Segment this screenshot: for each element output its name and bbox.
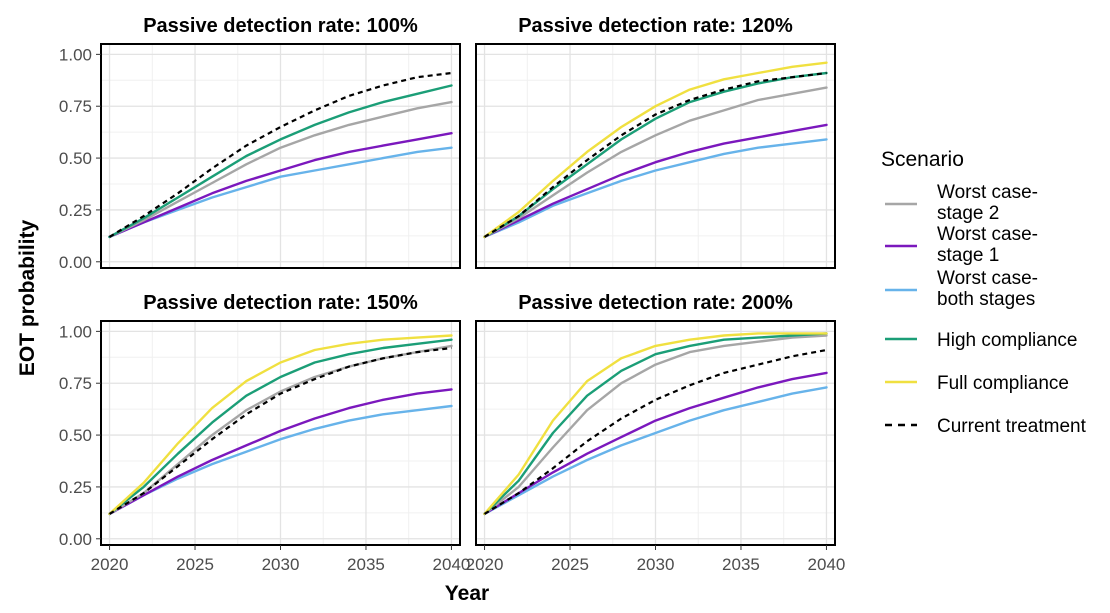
series-line-wc2: [108, 100, 453, 239]
legend-label: Full compliance: [937, 373, 1069, 394]
legend-item-full: Full compliance: [885, 373, 1069, 394]
panel-title: Passive detection rate: 200%: [518, 292, 793, 314]
series-line-high: [483, 71, 828, 239]
series-line-wc2: [483, 86, 828, 239]
y-tick-label: 1.00: [59, 45, 92, 64]
panel-4: Passive detection rate: 200% 2020 2025 2030…: [466, 292, 846, 574]
series-line-high: [108, 84, 453, 239]
panel-1: Passive detection rate: 100% 0.00 0.25 0.50…: [59, 15, 461, 272]
series-line-wc1: [483, 371, 828, 516]
x-tick-label: 2025: [551, 555, 589, 574]
x-tick-label: 2030: [637, 555, 675, 574]
series-line-full: [483, 61, 828, 239]
y-axis-label: EOT probability: [16, 220, 39, 377]
legend-item-wc2: Worst case-stage 2: [885, 182, 1038, 224]
y-tick-label: 0.00: [59, 530, 92, 549]
x-tick-label: 2025: [176, 555, 214, 574]
legend-label: Current treatment: [937, 416, 1087, 437]
legend-label: High compliance: [937, 330, 1077, 351]
x-tick-label: 2040: [808, 555, 846, 574]
series-line-wcb: [108, 146, 453, 239]
x-tick-label: 2035: [347, 555, 385, 574]
series-line-wc2: [108, 344, 453, 516]
legend-item-cur: Current treatment: [885, 416, 1087, 437]
y-tick-label: 0.25: [59, 478, 92, 497]
x-axis-label: Year: [445, 582, 489, 605]
panel-2: Passive detection rate: 120%: [475, 15, 836, 269]
x-tick-label: 2035: [722, 555, 760, 574]
y-tick-label: 0.50: [59, 149, 92, 168]
series-line-full: [108, 334, 453, 516]
legend-item-wcb: Worst case-both stages: [885, 268, 1038, 310]
legend-item-high: High compliance: [885, 330, 1077, 351]
legend-item-wc1: Worst case-stage 1: [885, 224, 1038, 266]
legend-label: both stages: [937, 289, 1035, 310]
series-line-full: [483, 332, 828, 516]
panel-title: Passive detection rate: 150%: [143, 292, 418, 314]
panel-frame: [475, 43, 836, 269]
series-line-wcb: [483, 138, 828, 239]
series-line-cur: [483, 71, 827, 238]
x-tick-label: 2020: [466, 555, 504, 574]
y-tick-label: 0.25: [59, 201, 92, 220]
series-line-wc1: [108, 388, 453, 516]
x-tick-label: 2020: [91, 555, 129, 574]
panel-title: Passive detection rate: 120%: [518, 15, 793, 37]
series-line-wc2: [483, 334, 828, 516]
series-line-wcb: [483, 386, 828, 516]
legend-title: Scenario: [881, 148, 964, 171]
legend-label: stage 1: [937, 245, 999, 266]
x-tick-label: 2030: [262, 555, 300, 574]
panel-3: Passive detection rate: 150% 0.00 0.25 0.50…: [59, 292, 470, 574]
y-tick-label: 1.00: [59, 322, 92, 341]
y-tick-label: 0.00: [59, 253, 92, 272]
x-tick-label: 2040: [433, 555, 471, 574]
series-line-cur: [108, 71, 452, 238]
chart-panels: Passive detection rate: 100% 0.00 0.25 0.50…: [59, 15, 845, 574]
y-tick-label: 0.75: [59, 374, 92, 393]
y-tick-label: 0.50: [59, 426, 92, 445]
series-line-wc1: [483, 123, 828, 239]
legend-label: stage 2: [937, 203, 999, 224]
legend-label: Worst case-: [937, 224, 1038, 245]
series-line-high: [108, 338, 453, 516]
series-line-cur: [483, 348, 827, 515]
panel-frame: [100, 43, 461, 269]
legend-label: Worst case-: [937, 268, 1038, 289]
y-tick-label: 0.75: [59, 97, 92, 116]
series-line-high: [483, 332, 828, 516]
series-line-cur: [108, 346, 452, 515]
legend-label: Worst case-: [937, 182, 1038, 203]
panel-title: Passive detection rate: 100%: [143, 15, 418, 37]
series-line-wc1: [108, 131, 453, 239]
